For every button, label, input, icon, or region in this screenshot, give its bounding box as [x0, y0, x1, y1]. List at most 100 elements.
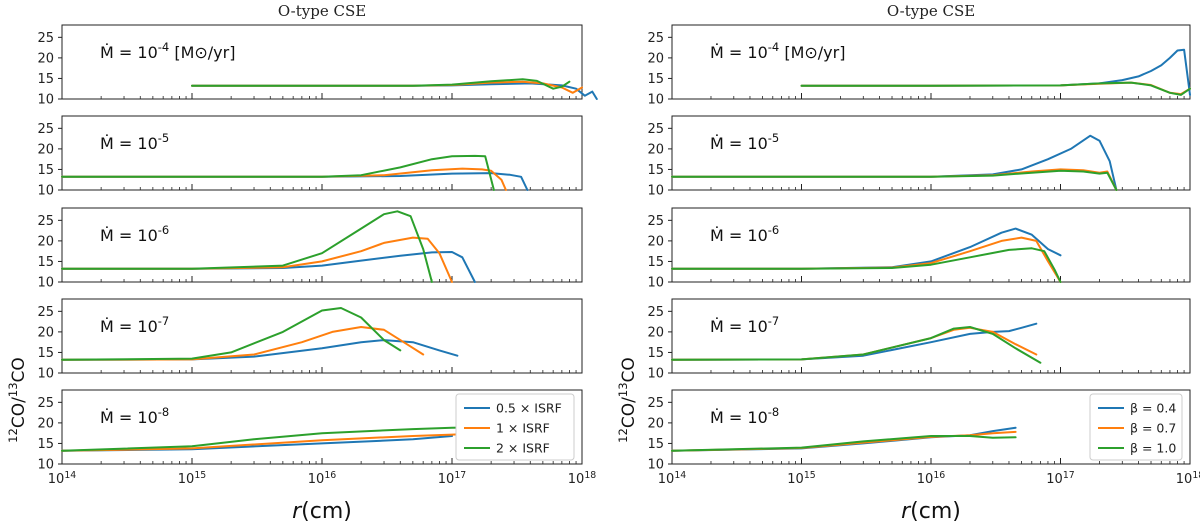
y-tick-label: 20 — [37, 142, 54, 157]
y-tick-label: 10 — [647, 184, 664, 199]
panel-label: Ṁ = 10-5 — [100, 131, 169, 153]
label-base: 10 — [178, 472, 195, 487]
isotope-number: 13 — [6, 382, 20, 397]
series-line — [800, 48, 1191, 96]
y-tick-label: 15 — [647, 72, 664, 87]
y-tick-label: 15 — [647, 255, 664, 270]
label-exponent: -5 — [768, 131, 779, 145]
y-tick-label: 15 — [647, 163, 664, 178]
legend-entry: β = 0.4 — [1130, 401, 1176, 416]
x-label-symbol: r — [901, 499, 912, 524]
legend-entry: 2 × ISRF — [496, 441, 550, 456]
legend-frame — [455, 393, 575, 461]
y-tick-label: 10 — [37, 367, 54, 382]
panel-label: Ṁ = 10-4 [M⊙/yr] — [100, 40, 235, 62]
label-base: Ṁ = — [100, 317, 137, 336]
label-base: 10 — [747, 226, 767, 245]
series-line — [671, 430, 1017, 452]
ratio-slash: / — [9, 397, 29, 403]
species-name: CO — [619, 403, 639, 428]
label-base: Ṁ = — [100, 43, 137, 62]
label-exponent: 14 — [674, 470, 686, 481]
label-base: 10 — [1046, 472, 1063, 487]
label-base: 10 — [747, 317, 767, 336]
x-tick-label: 1016 — [917, 470, 945, 488]
label-exponent: 16 — [933, 470, 945, 481]
y-tick-label: 10 — [37, 93, 54, 108]
series-line — [61, 326, 425, 361]
chart-title: O-type CSE — [278, 2, 366, 20]
x-tick-label: 1017 — [438, 470, 466, 488]
y-tick-label: 15 — [647, 346, 664, 361]
x-tick-label: 1015 — [787, 470, 815, 488]
label-exponent: -6 — [768, 223, 779, 237]
label-base: Ṁ = — [100, 408, 137, 427]
x-tick-label: 1016 — [308, 470, 336, 488]
label-base: 10 — [438, 472, 455, 487]
label-suffix: [M⊙/yr] — [779, 43, 845, 62]
panel-label: Ṁ = 10-7 — [100, 314, 169, 336]
y-tick-label: 15 — [647, 437, 664, 452]
panel-label: Ṁ = 10-8 — [710, 405, 779, 427]
y-tick-label: 10 — [647, 367, 664, 382]
y-tick-label: 25 — [647, 396, 664, 411]
label-exponent: 15 — [194, 470, 206, 481]
panel-label: Ṁ = 10-8 — [100, 405, 169, 427]
panel-frame — [61, 24, 583, 100]
label-exponent: -4 — [768, 40, 779, 54]
y-tick-label: 15 — [37, 437, 54, 452]
legend-entry: 0.5 × ISRF — [496, 401, 562, 416]
panel-frame — [61, 115, 583, 191]
label-base: 10 — [137, 226, 157, 245]
series-line — [671, 426, 1017, 452]
x-axis-label: r(cm) — [292, 499, 352, 524]
panel-frame — [671, 207, 1191, 283]
series-line — [61, 210, 433, 283]
label-base: Ṁ = — [710, 226, 747, 245]
label-exponent: -4 — [158, 40, 169, 54]
label-base: Ṁ = — [710, 408, 747, 427]
y-tick-label: 25 — [647, 31, 664, 46]
y-tick-label: 25 — [37, 396, 54, 411]
label-base: Ṁ = — [710, 134, 747, 153]
label-base: 10 — [137, 134, 157, 153]
y-tick-label: 10 — [37, 276, 54, 291]
label-base: 10 — [787, 472, 804, 487]
y-tick-label: 25 — [647, 122, 664, 137]
panel-label: Ṁ = 10-6 — [100, 223, 169, 245]
label-exponent: 14 — [64, 470, 76, 481]
series-line — [61, 172, 529, 191]
series-line — [191, 78, 571, 90]
legend-entry: 1 × ISRF — [496, 421, 550, 436]
label-base: 10 — [137, 43, 157, 62]
y-tick-label: 15 — [37, 72, 54, 87]
series-line — [61, 154, 495, 191]
label-base: 10 — [917, 472, 934, 487]
y-tick-label: 20 — [647, 325, 664, 340]
y-tick-label: 20 — [647, 51, 664, 66]
x-tick-label: 1018 — [1176, 470, 1200, 488]
label-base: Ṁ = — [710, 317, 747, 336]
y-tick-label: 10 — [37, 458, 54, 473]
series-line — [800, 81, 1191, 96]
label-base: 10 — [747, 408, 767, 427]
y-tick-label: 15 — [37, 255, 54, 270]
y-tick-label: 25 — [647, 305, 664, 320]
y-tick-label: 20 — [647, 234, 664, 249]
panel-label: Ṁ = 10-6 — [710, 223, 779, 245]
label-exponent: 18 — [1192, 470, 1200, 481]
x-label-unit: (cm) — [910, 499, 961, 524]
y-tick-label: 10 — [647, 458, 664, 473]
panel-label: Ṁ = 10-5 — [710, 131, 779, 153]
isotope-number: 12 — [6, 428, 20, 443]
label-base: Ṁ = — [100, 226, 137, 245]
series-line — [61, 167, 507, 191]
label-base: Ṁ = — [710, 43, 747, 62]
species-name: CO — [619, 357, 639, 382]
